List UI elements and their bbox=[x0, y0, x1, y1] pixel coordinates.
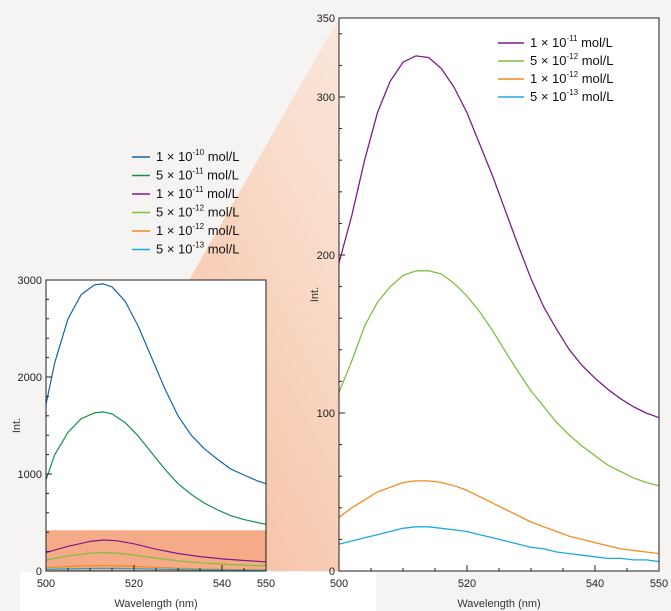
series-line--13 bbox=[45, 567, 267, 571]
legend-label: 1 × 10-11 mol/L bbox=[530, 34, 613, 50]
y-tick-label: 2000 bbox=[18, 372, 42, 384]
series-line--12 bbox=[45, 564, 267, 571]
y-tick-label: 0 bbox=[36, 566, 42, 578]
y-axis-label: Int. bbox=[11, 418, 23, 433]
y-tick-label: 1000 bbox=[18, 469, 42, 481]
x-axis-label: Wavelength (nm) bbox=[114, 598, 197, 610]
legend-label: 5 × 10-13 mol/L bbox=[156, 241, 239, 257]
series-line--11 bbox=[338, 55, 660, 419]
legend-label: 5 × 10-12 mol/L bbox=[530, 52, 613, 68]
legend: 1 × 10-11 mol/L 5 × 10-12 mol/L 1 × 10-12 … bbox=[498, 34, 613, 104]
x-tick-label: 540 bbox=[213, 578, 231, 590]
series-line--12 bbox=[338, 270, 660, 487]
series-line--12 bbox=[338, 480, 660, 555]
x-tick-label: 520 bbox=[458, 578, 476, 590]
zoomed-low-concentration-chart: 500 520 540 550 100 200 300 350 0 Wavelength (nm)… bbox=[309, 13, 668, 610]
plot-area bbox=[46, 280, 266, 571]
legend-label: 1 × 10-12 mol/L bbox=[530, 70, 613, 86]
y-tick-label: 300 bbox=[317, 92, 335, 104]
y-tick-label: 3000 bbox=[18, 275, 42, 287]
legend-label: 5 × 10-12 mol/L bbox=[156, 204, 239, 220]
plot-area bbox=[339, 18, 659, 571]
y-tick-label: 0 bbox=[329, 566, 335, 578]
x-tick-label: 520 bbox=[125, 578, 143, 590]
left-axis-backdrop bbox=[20, 572, 376, 611]
legend: 1 × 10-10 mol/L 5 × 10-11 mol/L 1 × 10-11 … bbox=[132, 148, 239, 257]
legend-label: 1 × 10-12 mol/L bbox=[156, 222, 239, 238]
series-line--11 bbox=[45, 539, 267, 563]
x-tick-label: 500 bbox=[330, 578, 348, 590]
x-axis-label: Wavelength (nm) bbox=[457, 598, 540, 610]
y-axis-label: Int. bbox=[309, 287, 321, 302]
y-tick-label: 200 bbox=[317, 250, 335, 262]
x-tick-label: 540 bbox=[586, 578, 604, 590]
series-line--11 bbox=[45, 411, 267, 525]
legend-label: 5 × 10-11 mol/L bbox=[156, 167, 239, 183]
legend-label: 5 × 10-13 mol/L bbox=[530, 88, 613, 104]
x-tick-label: 500 bbox=[37, 578, 55, 590]
series-line--12 bbox=[45, 552, 267, 567]
y-tick-label: 100 bbox=[317, 408, 335, 420]
legend-label: 1 × 10-11 mol/L bbox=[156, 185, 239, 201]
series-line--10 bbox=[45, 283, 267, 485]
x-tick-label: 550 bbox=[257, 578, 275, 590]
x-tick-label: 550 bbox=[650, 578, 668, 590]
series-line--13 bbox=[338, 526, 660, 563]
legend-label: 1 × 10-10 mol/L bbox=[156, 148, 239, 164]
y-tick-label: 350 bbox=[317, 13, 335, 25]
